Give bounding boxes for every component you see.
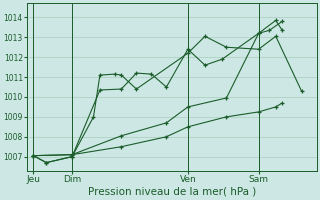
X-axis label: Pression niveau de la mer( hPa ): Pression niveau de la mer( hPa ): [88, 187, 256, 197]
